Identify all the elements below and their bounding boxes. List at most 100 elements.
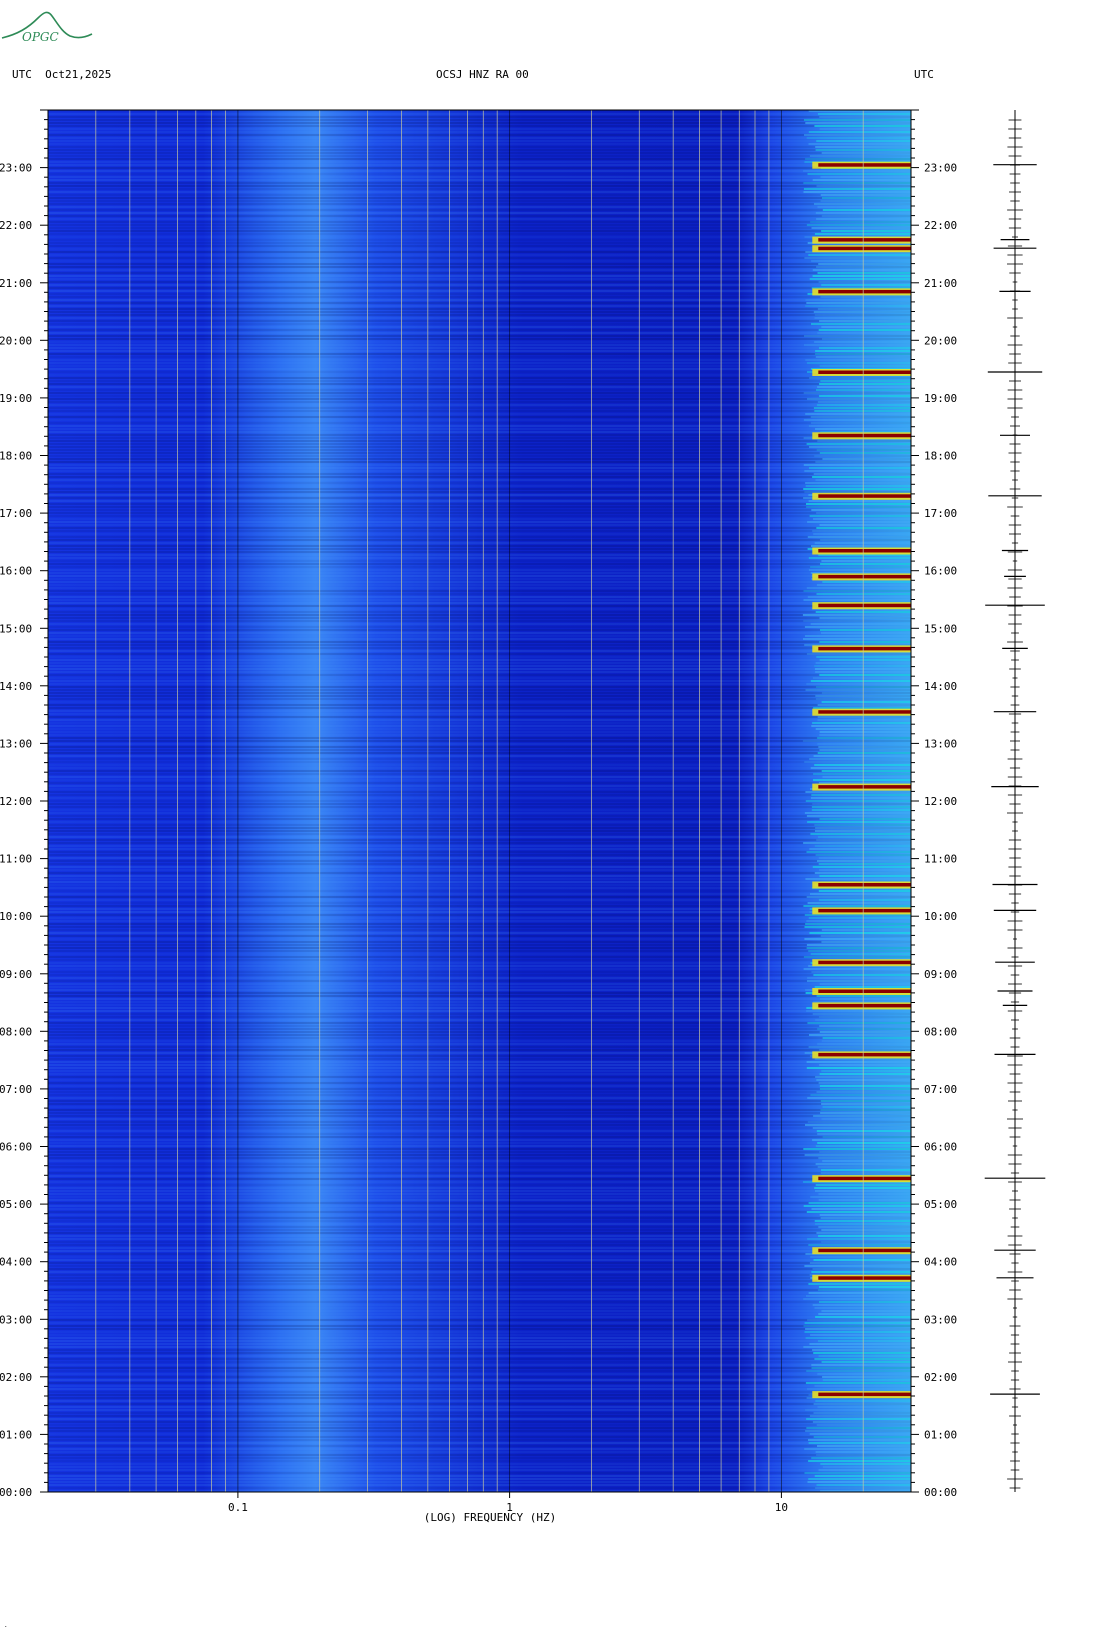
- noise-row: [813, 1259, 911, 1261]
- noise-row: [803, 590, 911, 592]
- texture-row: [48, 266, 911, 268]
- texture-row: [48, 110, 911, 112]
- texture-row: [48, 1454, 911, 1456]
- texture-row: [48, 473, 911, 475]
- noise-row: [817, 308, 911, 310]
- noise-row: [818, 329, 911, 331]
- noise-row: [809, 1034, 911, 1036]
- texture-row: [48, 1274, 911, 1276]
- texture-row: [48, 584, 911, 586]
- noise-row: [819, 998, 911, 1000]
- noise-row: [806, 503, 911, 505]
- texture-row: [48, 443, 911, 445]
- texture-row: [48, 161, 911, 163]
- texture-row: [48, 194, 911, 196]
- y-tick-label-left: 08:00: [0, 1025, 32, 1038]
- texture-row: [48, 917, 911, 919]
- noise-row: [820, 1463, 911, 1465]
- noise-row: [820, 200, 911, 202]
- texture-row: [48, 482, 911, 484]
- noise-row: [804, 1448, 911, 1450]
- texture-row: [48, 347, 911, 349]
- noise-row: [822, 338, 911, 340]
- texture-row: [48, 1313, 911, 1315]
- noise-row: [814, 1307, 911, 1309]
- noise-row: [811, 260, 911, 262]
- texture-row: [48, 212, 911, 214]
- texture-row: [48, 158, 911, 160]
- noise-row: [818, 1340, 911, 1342]
- noise-row: [804, 926, 911, 928]
- noise-row: [806, 443, 911, 445]
- texture-row: [48, 587, 911, 589]
- texture-row: [48, 1271, 911, 1273]
- noise-row: [807, 1238, 911, 1240]
- texture-row: [48, 200, 911, 202]
- texture-row: [48, 752, 911, 754]
- noise-row: [804, 761, 911, 763]
- event-band: [818, 1276, 911, 1280]
- y-tick-label-right: 23:00: [924, 162, 957, 175]
- noise-row: [819, 875, 911, 877]
- noise-row: [808, 110, 911, 112]
- noise-row: [804, 812, 911, 814]
- texture-row: [48, 857, 911, 859]
- noise-row: [806, 1295, 911, 1297]
- texture-row: [48, 1367, 911, 1369]
- texture-row: [48, 938, 911, 940]
- noise-row: [805, 122, 911, 124]
- noise-row: [816, 404, 911, 406]
- noise-row: [819, 983, 911, 985]
- texture-row: [48, 365, 911, 367]
- texture-row: [48, 581, 911, 583]
- texture-row: [48, 227, 911, 229]
- texture-row: [48, 605, 911, 607]
- texture-row: [48, 1292, 911, 1294]
- noise-row: [821, 1310, 911, 1312]
- texture-row: [48, 809, 911, 811]
- texture-row: [48, 1028, 911, 1030]
- texture-row: [48, 788, 911, 790]
- noise-row: [807, 536, 911, 538]
- texture-row: [48, 1193, 911, 1195]
- texture-row: [48, 926, 911, 928]
- y-axis-right: 23:00 22:00 21:00 20:00 19:00 18:00 17:00 16:00…: [911, 109, 957, 1499]
- noise-row: [813, 518, 911, 520]
- texture-row: [48, 1073, 911, 1075]
- noise-row: [805, 1328, 911, 1330]
- texture-row: [48, 1247, 911, 1249]
- noise-row: [819, 395, 911, 397]
- y-axis-left: 23:00 22:00 21:00 20:00 19:00 18:00 17:00 16:00…: [0, 109, 48, 1499]
- noise-row: [818, 1313, 911, 1315]
- noise-row: [817, 743, 911, 745]
- noise-row: [822, 1106, 911, 1108]
- texture-row: [48, 1280, 911, 1282]
- texture-row: [48, 683, 911, 685]
- texture-row: [48, 206, 911, 208]
- noise-row: [817, 1142, 911, 1144]
- texture-row: [48, 1466, 911, 1468]
- texture-row: [48, 713, 911, 715]
- texture-row: [48, 1487, 911, 1489]
- x-axis: 0.1 1 10: [228, 1492, 788, 1514]
- noise-row: [816, 1130, 911, 1132]
- texture-row: [48, 695, 911, 697]
- texture-row: [48, 1175, 911, 1177]
- noise-row: [820, 431, 911, 433]
- texture-row: [48, 167, 911, 169]
- noise-row: [806, 944, 911, 946]
- y-tick-label-left: 16:00: [0, 565, 32, 578]
- event-band: [818, 246, 911, 251]
- noise-row: [818, 554, 911, 556]
- opgc-logo: OPGC: [1, 11, 93, 44]
- texture-row: [48, 689, 911, 691]
- noise-row: [817, 1043, 911, 1045]
- noise-row: [806, 506, 911, 508]
- texture-row: [48, 500, 911, 502]
- texture-row: [48, 188, 911, 190]
- texture-row: [48, 1337, 911, 1339]
- noise-row: [820, 380, 911, 382]
- noise-row: [813, 407, 911, 409]
- noise-row: [818, 1082, 911, 1084]
- texture-row: [48, 1004, 911, 1006]
